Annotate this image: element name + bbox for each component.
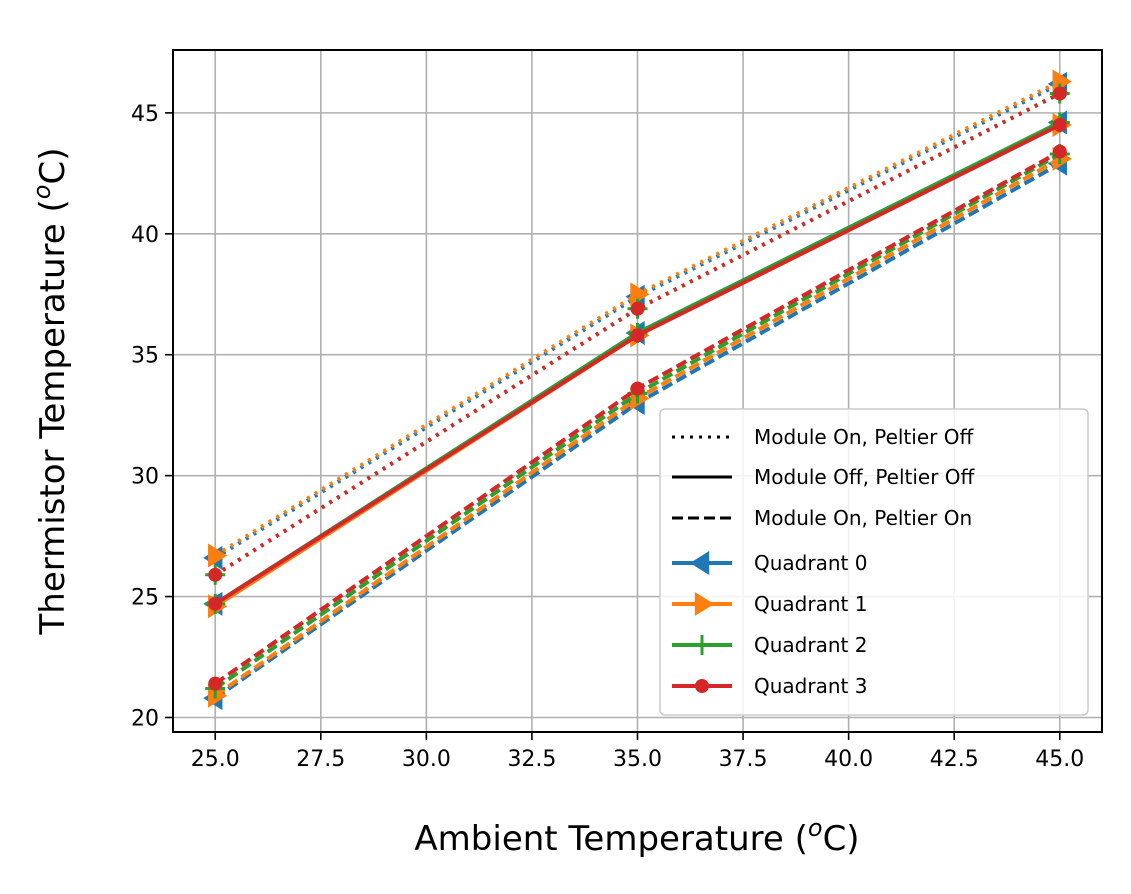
data-point <box>208 596 223 611</box>
y-tick-label: 40 <box>131 223 159 248</box>
legend-entry-quadrant-2: Quadrant 2 <box>672 633 867 657</box>
y-tick-label: 45 <box>131 102 159 127</box>
x-tick-label: 27.5 <box>296 747 345 772</box>
y-tick-label: 35 <box>131 344 159 369</box>
x-tick-label: 32.5 <box>507 747 556 772</box>
legend-marker <box>692 635 712 655</box>
data-point <box>630 282 650 307</box>
x-axis-title: Ambient Temperature (oC) <box>414 814 859 859</box>
x-tick-label: 35.0 <box>613 747 662 772</box>
data-point <box>1052 117 1067 132</box>
data-point <box>208 676 223 691</box>
legend-label: Module On, Peltier On <box>754 506 972 530</box>
y-tick-label: 20 <box>131 706 159 731</box>
legend-marker <box>694 592 714 616</box>
data-point <box>1052 144 1067 159</box>
x-tick-label: 42.5 <box>930 747 979 772</box>
legend-frame <box>659 408 1089 716</box>
y-tick-label: 30 <box>131 465 159 490</box>
y-axis-title: Thermistor Temperature (oC) <box>28 148 73 636</box>
legend-entry-module-on-peltier-on: Module On, Peltier On <box>672 506 972 530</box>
legend-label: Module On, Peltier Off <box>754 425 974 449</box>
legend-label: Quadrant 0 <box>754 551 867 575</box>
legend-label: Quadrant 3 <box>754 674 867 698</box>
data-point <box>208 567 223 582</box>
data-point <box>1052 86 1067 101</box>
x-tick-label: 45.0 <box>1035 747 1084 772</box>
x-tick-label: 25.0 <box>191 747 240 772</box>
y-tick-label: 25 <box>131 586 159 611</box>
x-tick-label: 30.0 <box>402 747 451 772</box>
legend-label: Quadrant 2 <box>754 633 867 657</box>
data-point <box>208 543 228 568</box>
x-tick-label: 37.5 <box>719 747 768 772</box>
legend-label: Quadrant 1 <box>754 592 867 616</box>
legend-series: Quadrant 0 Quadrant 1 Quadrant 2 Quadrant 3 <box>672 551 867 698</box>
series-group <box>203 69 1072 711</box>
legend-entry-quadrant-3: Quadrant 3 <box>672 674 867 698</box>
ticks: 25.0 27.5 30.0 32.5 35.0 37.5 40.0 42.5 45.0 20 25… <box>131 102 1084 772</box>
series-quadrant-3 <box>208 86 1067 691</box>
legend: Module On, Peltier Off Module Off, Pelti… <box>659 408 1089 716</box>
legend-entry-module-on-peltier-off: Module On, Peltier Off <box>672 425 974 449</box>
legend-marker <box>690 551 710 575</box>
x-tick-label: 40.0 <box>824 747 873 772</box>
legend-marker <box>695 679 709 693</box>
legend-entry-module-off-peltier-off: Module Off, Peltier Off <box>672 465 976 489</box>
data-point <box>630 328 645 343</box>
legend-label: Module Off, Peltier Off <box>754 465 976 489</box>
data-point <box>630 381 645 396</box>
legend-entry-quadrant-0: Quadrant 0 <box>672 551 867 575</box>
legend-entry-quadrant-1: Quadrant 1 <box>672 592 867 616</box>
data-point <box>630 301 645 316</box>
